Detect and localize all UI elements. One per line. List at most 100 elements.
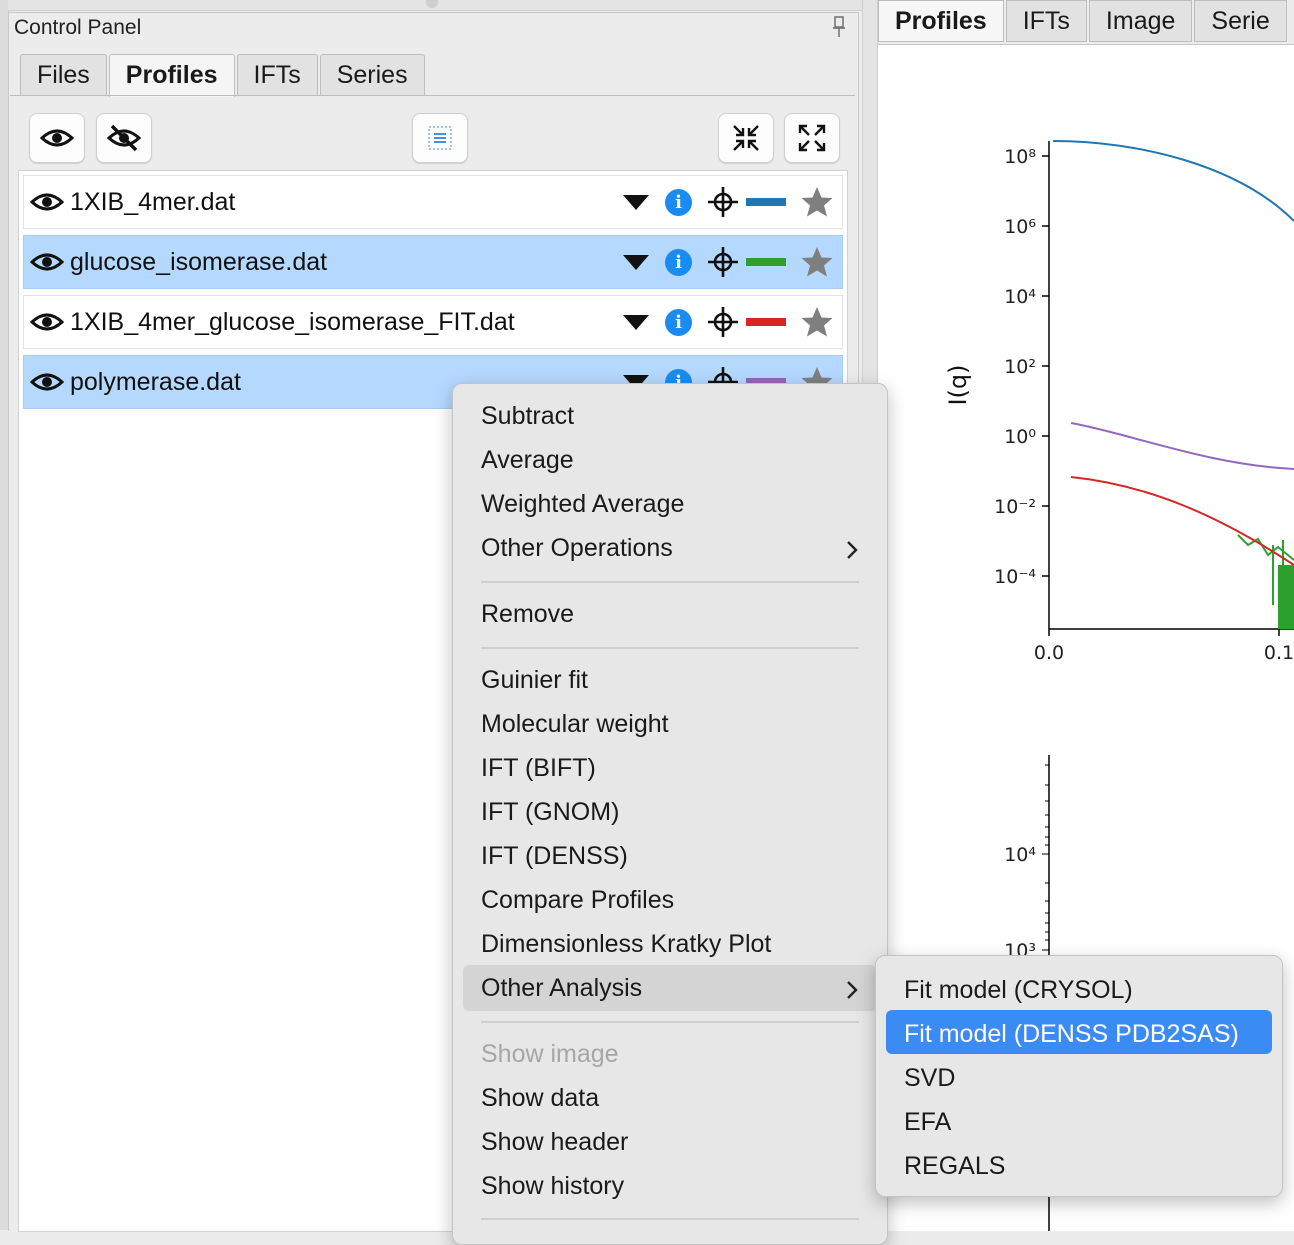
- submenu-highlight: [886, 1010, 1272, 1054]
- locate-icon[interactable]: [706, 245, 740, 279]
- series-line-polymerase: [1070, 422, 1294, 470]
- y-tick-label: 10⁴: [1004, 286, 1036, 308]
- profile-name: polymerase.dat: [70, 367, 241, 396]
- profile-row[interactable]: glucose_isomerase.dat i: [23, 235, 843, 289]
- profile-name: glucose_isomerase.dat: [70, 247, 328, 276]
- x-tick-label: 0.0: [1034, 642, 1064, 664]
- menu-separator: [481, 647, 859, 649]
- x-tick-label: 0.1: [1264, 642, 1294, 664]
- dropdown-arrow-icon[interactable]: [623, 314, 649, 330]
- y-tick-label: 10⁻²: [994, 496, 1036, 518]
- series-line-glucose: [1237, 534, 1294, 629]
- dropdown-arrow-icon[interactable]: [623, 254, 649, 270]
- submenu-item-efa[interactable]: EFA: [904, 1108, 952, 1136]
- locate-icon[interactable]: [706, 185, 740, 219]
- list-icon: [428, 126, 452, 150]
- plot-tabs: Profiles IFTs Image Serie: [878, 0, 1289, 42]
- menu-item-ift-gnom[interactable]: IFT (GNOM): [481, 798, 620, 826]
- menu-item-compare-profiles[interactable]: Compare Profiles: [481, 886, 675, 914]
- y-tick-label: 10²: [1004, 356, 1036, 378]
- menu-item-show-image: Show image: [481, 1040, 619, 1068]
- menu-highlight: [463, 965, 877, 1011]
- submenu-item-crysol[interactable]: Fit model (CRYSOL): [904, 976, 1133, 1004]
- tab-files[interactable]: Files: [20, 54, 107, 95]
- menu-item-ift-bift[interactable]: IFT (BIFT): [481, 754, 596, 782]
- eye-icon: [40, 129, 74, 147]
- chevron-right-icon: [847, 981, 858, 999]
- y-tick-label: 10⁰: [1004, 426, 1036, 448]
- star-icon[interactable]: [800, 245, 834, 279]
- menu-item-show-header[interactable]: Show header: [481, 1128, 629, 1156]
- menu-separator: [481, 1021, 859, 1023]
- menu-item-guinier-fit[interactable]: Guinier fit: [481, 666, 588, 694]
- submenu-item-regals[interactable]: REGALS: [904, 1152, 1006, 1180]
- series-line-fit: [1070, 476, 1294, 566]
- menu-separator: [481, 1218, 859, 1220]
- select-all-button[interactable]: [412, 113, 468, 163]
- eye-icon[interactable]: [30, 311, 64, 333]
- top-sash[interactable]: [8, 0, 876, 11]
- menu-item-molecular-weight[interactable]: Molecular weight: [481, 710, 669, 738]
- menu-item-weighted-average[interactable]: Weighted Average: [481, 490, 685, 518]
- info-icon[interactable]: i: [665, 188, 692, 216]
- tab-profiles-plot[interactable]: Profiles: [878, 0, 1004, 42]
- line-color-swatch[interactable]: [746, 258, 786, 266]
- menu-item-remove[interactable]: Remove: [481, 600, 575, 628]
- context-menu: Subtract Average Weighted Average Other …: [452, 383, 888, 1245]
- star-icon[interactable]: [800, 185, 834, 219]
- tab-series-plot[interactable]: Serie: [1194, 0, 1287, 42]
- menu-item-show-history[interactable]: Show history: [481, 1172, 625, 1200]
- info-icon[interactable]: i: [665, 248, 692, 276]
- info-icon[interactable]: i: [665, 308, 692, 336]
- menu-item-other-operations[interactable]: Other Operations: [481, 534, 673, 562]
- line-color-swatch[interactable]: [746, 378, 786, 386]
- menu-separator: [481, 581, 859, 583]
- y-tick-label: 10⁸: [1004, 146, 1036, 168]
- profile-row[interactable]: 1XIB_4mer.dat i: [23, 175, 843, 229]
- other-analysis-submenu: Fit model (CRYSOL) Fit model (DENSS PDB2…: [875, 955, 1283, 1197]
- line-color-swatch[interactable]: [746, 198, 786, 206]
- pin-icon[interactable]: [830, 16, 848, 38]
- menu-item-ift-denss[interactable]: IFT (DENSS): [481, 842, 628, 870]
- profile-name: 1XIB_4mer_glucose_isomerase_FIT.dat: [70, 307, 515, 336]
- locate-icon[interactable]: [706, 305, 740, 339]
- menu-item-other-analysis[interactable]: Other Analysis: [481, 974, 643, 1002]
- star-icon[interactable]: [800, 305, 834, 339]
- submenu-item-denss-pdb2sas[interactable]: Fit model (DENSS PDB2SAS): [904, 1020, 1239, 1048]
- sash-grip[interactable]: [426, 0, 438, 8]
- line-color-swatch[interactable]: [746, 318, 786, 326]
- hide-all-button[interactable]: [96, 113, 152, 163]
- menu-item-show-data[interactable]: Show data: [481, 1084, 600, 1112]
- collapse-icon: [733, 125, 759, 151]
- series-line-1xib: [1052, 140, 1294, 222]
- plot-canvas[interactable]: 10⁸ 10⁶ 10⁴ 10² 10⁰ 10⁻² 10⁻⁴ 0.0 0.1 I(…: [878, 45, 1294, 1231]
- y-tick-label: 10⁻⁴: [994, 566, 1036, 588]
- menu-item-subtract[interactable]: Subtract: [481, 402, 575, 430]
- y-axis-label: I(q): [944, 364, 972, 405]
- chevron-right-icon: [847, 541, 858, 559]
- tab-series[interactable]: Series: [319, 54, 425, 95]
- eye-icon[interactable]: [30, 251, 64, 273]
- profile-row[interactable]: 1XIB_4mer_glucose_isomerase_FIT.dat i: [23, 295, 843, 349]
- eye-icon[interactable]: [30, 371, 64, 393]
- tab-ifts[interactable]: IFTs: [236, 54, 318, 95]
- tab-divider: [10, 95, 855, 96]
- menu-item-dimensionless-kratky[interactable]: Dimensionless Kratky Plot: [481, 930, 772, 958]
- y-tick-label: 10⁶: [1004, 216, 1036, 238]
- control-panel-title: Control Panel: [14, 16, 142, 39]
- profile-name: 1XIB_4mer.dat: [70, 187, 236, 216]
- expand-icon: [798, 124, 826, 152]
- tab-profiles[interactable]: Profiles: [108, 54, 235, 97]
- collapse-all-button[interactable]: [718, 113, 774, 163]
- submenu-item-svd[interactable]: SVD: [904, 1064, 956, 1092]
- eye-icon[interactable]: [30, 191, 64, 213]
- menu-item-average[interactable]: Average: [481, 446, 574, 474]
- control-panel-tabs: Files Profiles IFTs Series: [20, 54, 427, 97]
- show-all-button[interactable]: [29, 113, 85, 163]
- eye-slash-icon: [107, 124, 141, 152]
- expand-all-button[interactable]: [784, 113, 840, 163]
- y-tick-label: 10⁴: [1004, 844, 1036, 866]
- dropdown-arrow-icon[interactable]: [623, 194, 649, 210]
- tab-image[interactable]: Image: [1088, 0, 1193, 42]
- tab-ifts-plot[interactable]: IFTs: [1005, 0, 1087, 42]
